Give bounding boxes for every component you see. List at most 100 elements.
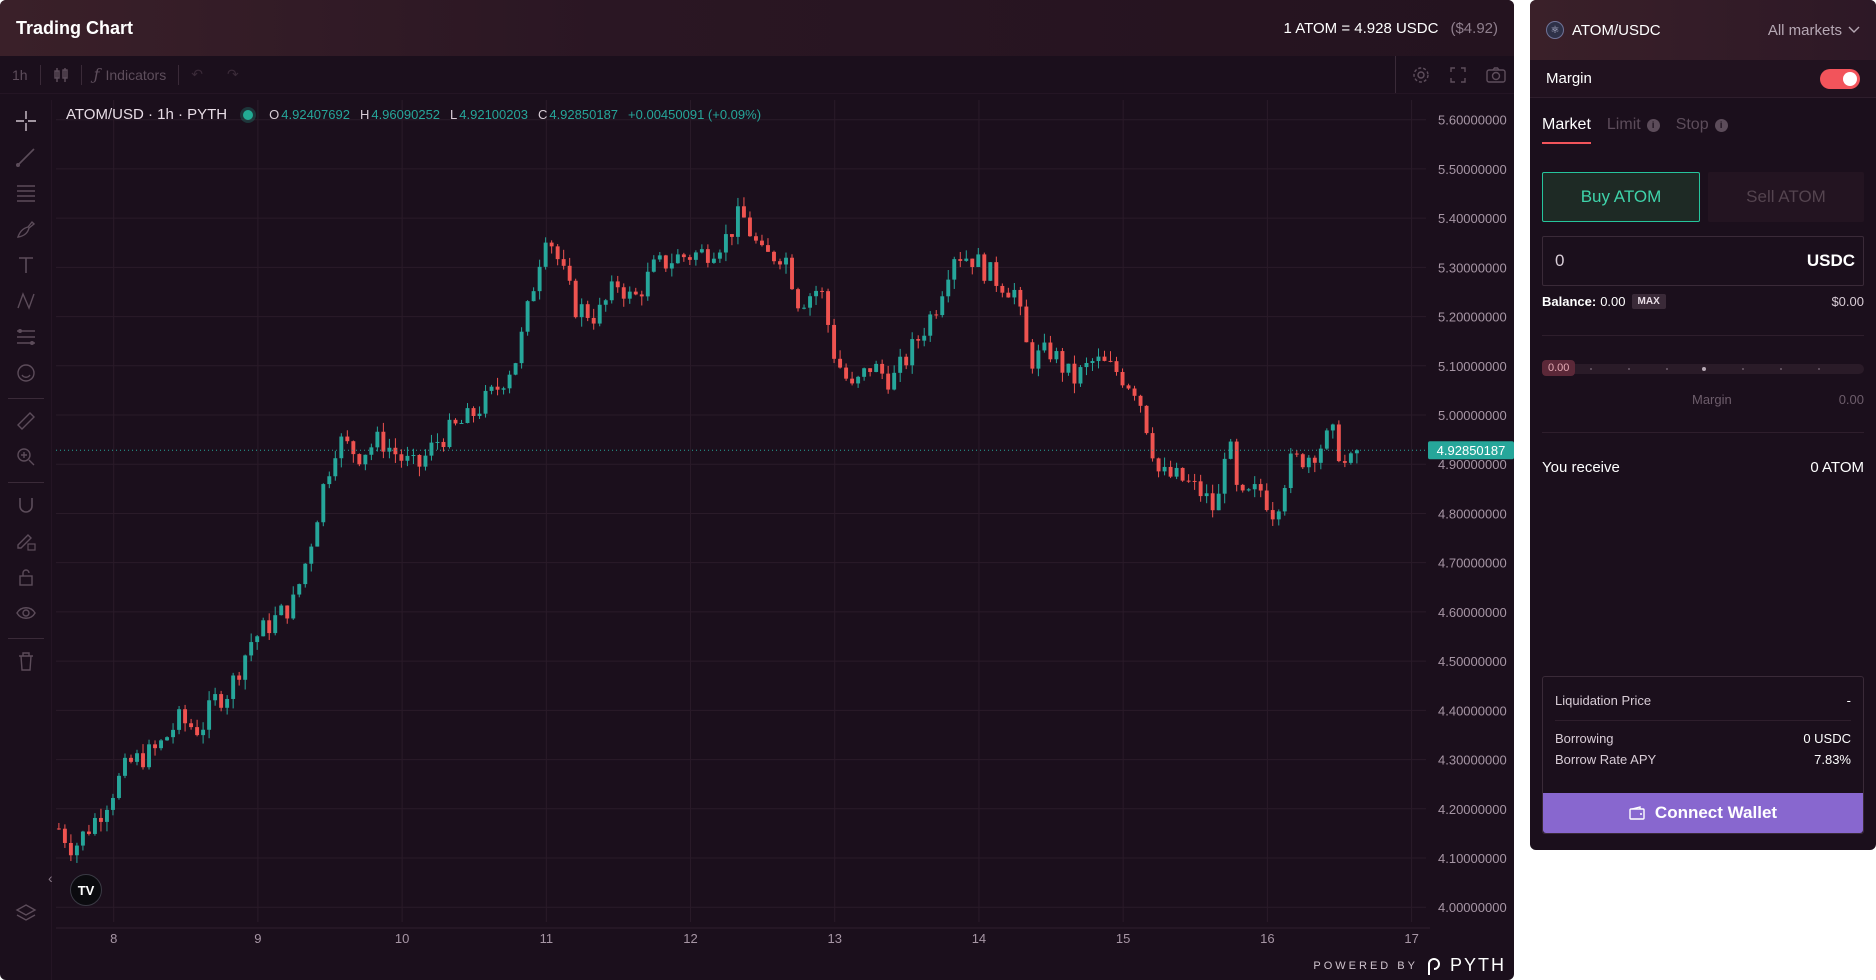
pattern-icon[interactable] [13, 288, 39, 314]
candle-body [681, 254, 686, 258]
connect-wallet-button[interactable]: Connect Wallet [1543, 793, 1863, 833]
slider-midpoint [1702, 367, 1706, 371]
info-icon[interactable]: i [1714, 118, 1728, 132]
gear-icon[interactable] [1412, 66, 1430, 84]
zoom-in-icon[interactable] [13, 444, 39, 470]
candle-body [405, 455, 410, 461]
slider-tick [1628, 368, 1630, 370]
candle-body [567, 265, 572, 281]
candle-body [1024, 306, 1029, 343]
tab-stop[interactable]: Stop i [1676, 116, 1728, 142]
candle-body [790, 257, 794, 290]
interval-button[interactable]: 1h [0, 56, 40, 93]
candle-body [1078, 367, 1083, 384]
layers-icon[interactable] [13, 900, 39, 926]
candle-body [1030, 342, 1035, 369]
candle-body [555, 246, 560, 260]
trend-line-icon[interactable] [13, 144, 39, 170]
candle-body [195, 727, 200, 736]
chart-title: Trading Chart [16, 17, 134, 38]
candle-body [934, 314, 939, 316]
candle-body [525, 301, 530, 332]
lock-pencil-icon[interactable] [13, 528, 39, 554]
margin-slider[interactable]: 0.00 Margin 0.00 [1542, 336, 1864, 432]
candlestick-chart[interactable]: 5.60000000 5.50000000 5.40000000 5.30000000… [0, 0, 1514, 980]
trash-icon[interactable] [13, 648, 39, 674]
amount-input[interactable] [1555, 251, 1755, 271]
candle-body [225, 698, 230, 708]
candle-body [381, 431, 386, 452]
candle-body [291, 594, 296, 619]
legend-high: 4.96090252 [371, 107, 441, 122]
candle-body [784, 257, 788, 265]
smiley-icon[interactable] [13, 360, 39, 386]
receive-row: You receive 0 ATOM [1542, 459, 1864, 476]
candle-body [183, 709, 188, 724]
slider-value[interactable]: 0.00 [1542, 360, 1576, 376]
market-selector[interactable]: ⚛ ATOM/USDC [1546, 21, 1661, 39]
eye-icon[interactable] [13, 600, 39, 626]
chart-type-button[interactable] [41, 56, 81, 93]
candle-body [898, 356, 903, 373]
candle-body [639, 294, 644, 297]
candle-body [98, 817, 103, 822]
pyth-badge[interactable]: POWERED BY PYTH [1313, 955, 1506, 976]
collapse-arrow-icon[interactable]: ‹ [48, 870, 53, 886]
candle-body [1036, 350, 1041, 369]
candle-body [135, 753, 139, 762]
undo-icon: ↶ [191, 66, 203, 82]
candle-body [970, 258, 975, 268]
candle-body [303, 563, 308, 585]
legend-low-key: L [450, 107, 458, 122]
lock-icon[interactable] [13, 564, 39, 590]
candle-body [573, 280, 578, 318]
tab-market[interactable]: Market [1542, 116, 1591, 144]
fib-lines-icon[interactable] [13, 180, 39, 206]
buy-button[interactable]: Buy ATOM [1542, 172, 1700, 222]
candle-body [1354, 450, 1359, 454]
ruler-icon[interactable] [13, 408, 39, 434]
legend-close: 4.92850187 [549, 107, 619, 122]
brush-icon[interactable] [13, 216, 39, 242]
function-icon: ƒ [93, 65, 100, 84]
sell-button[interactable]: Sell ATOM [1708, 172, 1864, 222]
candle-body [165, 737, 170, 741]
crosshair-icon[interactable] [13, 108, 39, 134]
y-tick-label: 5.00000000 [1438, 408, 1507, 423]
amount-field[interactable]: USDC [1542, 236, 1864, 286]
redo-button[interactable]: ↷ [215, 56, 251, 93]
tab-limit[interactable]: Limit i [1607, 116, 1660, 142]
liquidation-row: Liquidation Price - [1543, 693, 1863, 708]
magnet-icon[interactable] [13, 492, 39, 518]
candle-body [357, 454, 362, 465]
margin-toggle[interactable] [1820, 68, 1860, 89]
tools-divider [8, 398, 44, 399]
info-icon[interactable]: i [1646, 118, 1660, 132]
trade-header: ⚛ ATOM/USDC All markets [1530, 0, 1876, 60]
candle-body [561, 259, 566, 266]
camera-icon[interactable] [1486, 66, 1506, 83]
side-buttons: Buy ATOM Sell ATOM [1530, 172, 1876, 222]
candle-body [1210, 493, 1215, 511]
fullscreen-icon[interactable] [1450, 66, 1466, 83]
undo-button[interactable]: ↶ [179, 56, 215, 93]
candle-body [56, 828, 61, 830]
balance-value: 0.00 [1600, 294, 1626, 309]
order-info-box: Liquidation Price - Borrowing 0 USDC Bor… [1542, 676, 1864, 834]
candle-body [844, 367, 849, 379]
candle-body [1222, 458, 1227, 494]
candle-body [387, 447, 392, 452]
candle-body [1000, 285, 1005, 293]
slider-tick [1818, 368, 1820, 370]
x-tick-label: 9 [254, 931, 261, 946]
tradingview-logo[interactable]: TV [70, 874, 102, 906]
projection-icon[interactable] [13, 324, 39, 350]
candle-body [1156, 458, 1161, 472]
y-tick-label: 4.30000000 [1438, 753, 1507, 768]
all-markets-dropdown[interactable]: All markets [1768, 22, 1860, 39]
y-tick-label: 4.50000000 [1438, 654, 1507, 669]
balance-usd: $0.00 [1831, 294, 1864, 309]
text-icon[interactable] [13, 252, 39, 278]
max-button[interactable]: MAX [1631, 294, 1666, 309]
indicators-button[interactable]: ƒ Indicators [82, 56, 179, 93]
